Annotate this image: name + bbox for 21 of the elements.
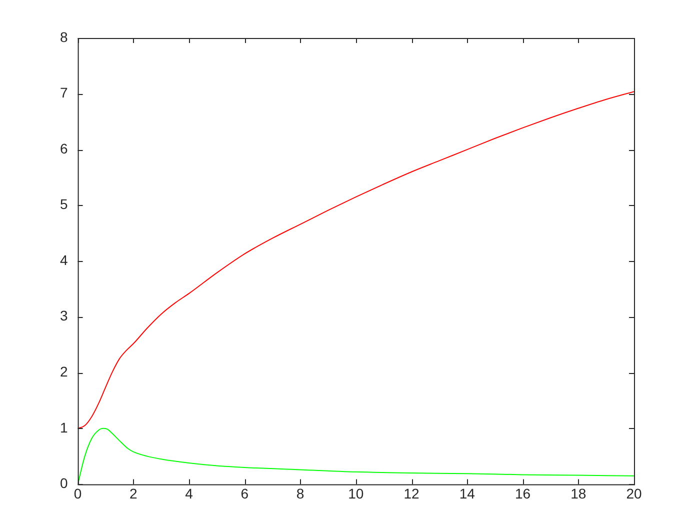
x-tick-label: 10 (348, 485, 364, 502)
x-tick-label: 18 (570, 485, 586, 502)
y-tick-label: 1 (60, 419, 68, 436)
y-tick-label: 0 (60, 475, 68, 492)
x-tick-label: 0 (74, 485, 82, 502)
y-tick-label: 5 (60, 196, 68, 212)
y-tick-label: 6 (60, 140, 68, 156)
y-tick-label: 8 (60, 28, 68, 45)
line-series (78, 91, 634, 429)
x-tick-label: 12 (404, 485, 420, 502)
y-tick-label: 3 (60, 308, 68, 324)
x-tick-label: 2 (130, 485, 138, 502)
x-tick-label: 20 (626, 485, 642, 502)
x-tick-label: 4 (185, 485, 194, 502)
y-tick-label: 2 (60, 364, 68, 380)
y-tick-label: 7 (60, 84, 68, 101)
x-tick-label: 16 (514, 485, 531, 502)
y-tick-label: 4 (60, 252, 68, 268)
x-tick-label: 14 (459, 485, 476, 502)
x-tick-label: 8 (296, 485, 304, 502)
x-tick-label: 6 (240, 485, 249, 502)
